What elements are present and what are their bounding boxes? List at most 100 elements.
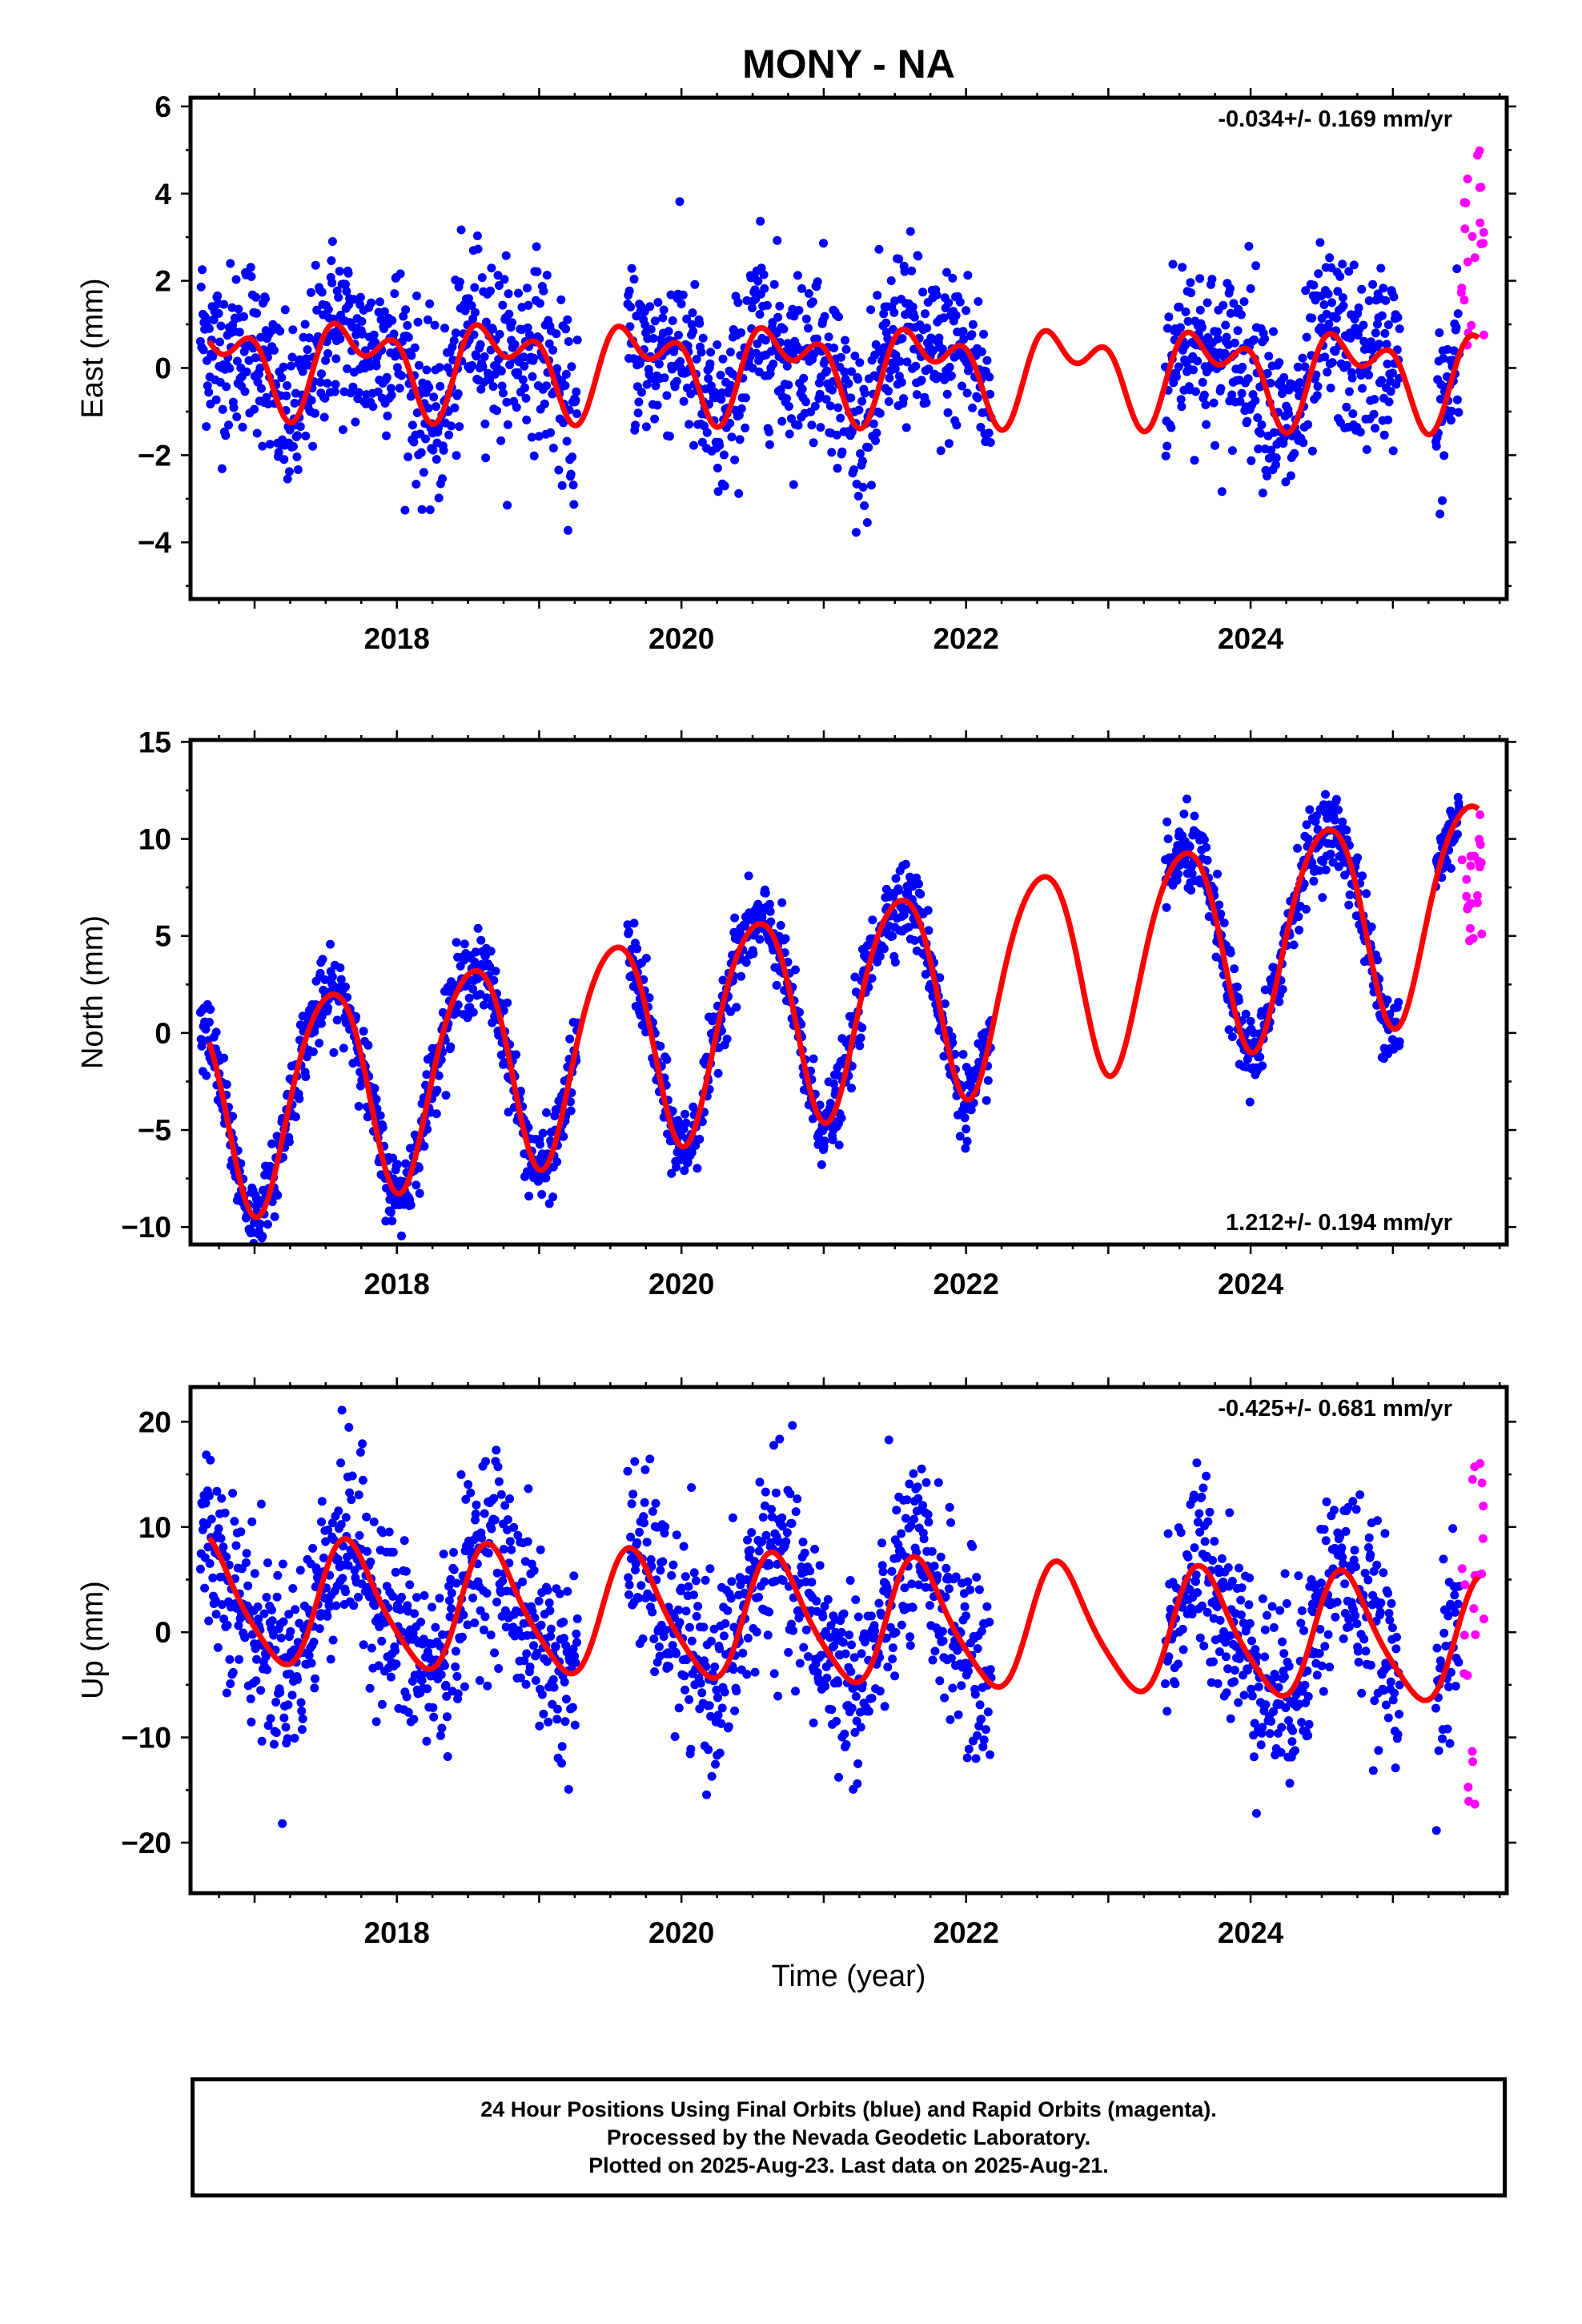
final-orbit-point [335,963,345,972]
final-orbit-point [711,1759,720,1769]
final-orbit-point [737,404,746,413]
final-orbit-point [273,1191,283,1200]
final-orbit-point [918,287,928,297]
final-orbit-point [730,455,740,464]
final-orbit-point [713,1068,723,1078]
final-orbit-point [311,1674,319,1683]
final-orbit-point [395,384,404,393]
final-orbit-point [681,1685,689,1695]
final-orbit-point [460,306,470,316]
final-orbit-point [1394,998,1403,1007]
final-orbit-point [482,1589,492,1598]
final-orbit-point [733,298,743,308]
final-orbit-point [1162,1707,1172,1716]
final-orbit-point [900,267,909,276]
final-orbit-point [767,1505,776,1514]
final-orbit-point [759,270,769,279]
final-orbit-point [727,432,737,442]
final-orbit-point [1395,1037,1404,1047]
final-orbit-point [358,1475,367,1485]
final-orbit-point [478,362,488,372]
final-orbit-point [371,1095,381,1104]
final-orbit-point [1203,855,1212,865]
final-orbit-point [1438,496,1447,505]
final-orbit-point [697,348,706,357]
final-orbit-point [945,1502,954,1512]
final-orbit-point [312,305,322,315]
final-orbit-point [529,1566,539,1575]
final-orbit-point [1303,420,1313,429]
final-orbit-point [962,1611,971,1621]
final-orbit-point [512,403,521,412]
final-orbit-point [560,1717,570,1727]
final-orbit-point [782,1528,792,1538]
final-orbit-point [256,384,266,393]
final-orbit-point [546,1624,556,1634]
final-orbit-point [236,1527,246,1537]
final-orbit-point [1364,370,1373,380]
final-orbit-point [888,1643,897,1653]
final-orbit-point [271,1728,281,1738]
final-orbit-point [392,1160,402,1169]
final-orbit-point [665,1662,674,1671]
final-orbit-point [1244,242,1254,251]
final-orbit-point [209,316,219,324]
final-orbit-point [884,397,893,406]
final-orbit-point [439,1550,448,1558]
final-orbit-point [1347,373,1357,383]
final-orbit-point [691,1576,701,1586]
final-orbit-point [636,1581,646,1590]
final-orbit-point [561,1695,571,1704]
final-orbit-point [457,1632,467,1642]
final-orbit-point [416,1617,426,1626]
final-orbit-point [309,1637,319,1647]
final-orbit-point [293,1675,303,1684]
final-orbit-point [924,1518,934,1527]
final-orbit-point [1255,1052,1265,1062]
final-orbit-point [366,1557,375,1566]
final-orbit-point [685,1622,694,1632]
final-orbit-point [845,1630,854,1640]
final-orbit-point [1371,328,1380,338]
final-orbit-point [632,1538,642,1547]
final-orbit-point [204,324,214,333]
final-orbit-point [853,1612,863,1622]
final-orbit-point [432,402,441,412]
final-orbit-point [966,1585,975,1594]
final-orbit-point [1298,353,1307,363]
final-orbit-point [1393,312,1403,322]
final-orbit-point [520,1656,529,1666]
final-orbit-point [781,1537,791,1546]
final-orbit-point [251,1676,261,1686]
final-orbit-point [513,368,523,377]
final-orbit-point [1213,869,1222,879]
final-orbit-point [559,1617,568,1626]
final-orbit-point [938,1626,947,1636]
final-orbit-point [838,1638,848,1647]
final-orbit-point [537,1690,547,1699]
final-orbit-point [822,366,832,376]
final-orbit-point [701,1575,710,1585]
final-orbit-point [722,1034,732,1043]
final-orbit-point [556,295,566,304]
final-orbit-point [627,263,636,273]
final-orbit-point [1260,334,1270,344]
final-orbit-point [522,415,532,424]
final-orbit-point [423,1124,432,1134]
final-orbit-point [687,320,697,329]
final-orbit-point [386,1208,396,1217]
final-orbit-point [1211,440,1219,450]
final-orbit-point [1383,320,1393,330]
final-orbit-point [1452,323,1461,332]
final-orbit-point [468,1593,478,1602]
final-orbit-point [277,373,287,383]
final-orbit-point [839,1609,849,1618]
final-orbit-point [417,1675,427,1685]
final-orbit-point [246,263,255,272]
final-orbit-point [960,1113,970,1123]
final-orbit-point [238,422,247,432]
x-tick-label: 2024 [1218,622,1284,655]
final-orbit-point [750,1667,760,1677]
final-orbit-point [263,1721,273,1731]
final-orbit-point [1233,326,1243,336]
